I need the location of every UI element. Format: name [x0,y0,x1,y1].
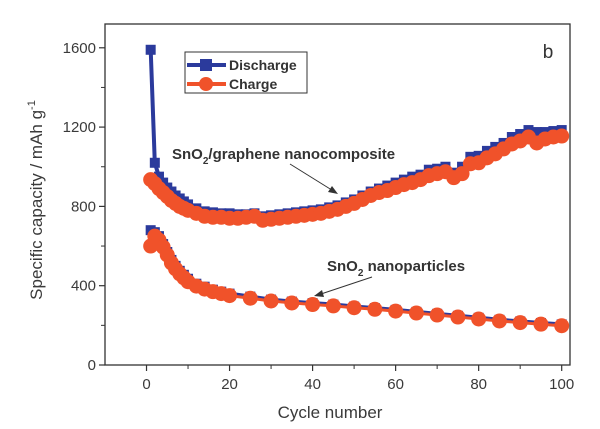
annotation-composite-arrowhead [328,186,338,194]
legend-charge-marker [199,77,213,91]
annotation-nanoparticles-arrow [317,276,373,296]
charge-point [450,309,466,325]
charge-point [429,307,445,323]
annotation-nanoparticles-text: SnO2 nanoparticles [327,258,465,279]
y-tick-label: 400 [71,278,96,295]
y-tick-label: 1600 [63,40,96,57]
annotation-nanoparticles: SnO2 nanoparticles [314,258,465,297]
x-axis: 0 20 40 60 80 100 [142,365,574,393]
charge-point [554,128,570,144]
charge-point [242,290,258,306]
legend-discharge-marker [200,59,212,71]
y-axis-title: Specific capacity / mAh g-1 [26,100,46,300]
y-axis-title-main: Specific capacity / mAh g [27,110,46,300]
x-tick-label: 80 [470,376,487,393]
charge-point [367,301,383,317]
charge-point [491,313,507,329]
annotation-composite-rest: /graphene nanocomposite [208,146,395,163]
y-axis-title-superscript: -1 [26,100,38,110]
discharge-point [531,127,542,138]
charge-point [554,318,570,334]
charge-point [533,316,549,332]
series-3 [143,228,570,334]
series-layer [143,44,570,334]
panel-label: b [543,42,554,63]
legend-charge-label: Charge [229,76,277,92]
y-axis: 0 400 800 1200 1600 [63,40,105,374]
x-tick-label: 20 [221,376,238,393]
annotation-nanoparticles-main: SnO [327,258,358,275]
x-tick-label: 60 [387,376,404,393]
annotation-composite-text: SnO2/graphene nanocomposite [172,146,395,167]
annotation-nanoparticles-arrowhead [314,290,324,297]
charge-point [325,298,341,314]
charge-point [408,305,424,321]
annotation-composite-sub: 2 [203,156,209,167]
charge-point [263,293,279,309]
series-1 [143,128,570,228]
charge-point [454,166,470,182]
annotation-composite-arrow [289,163,336,193]
discharge-point [153,171,164,182]
charge-point [471,311,487,327]
legend-discharge-label: Discharge [229,57,297,73]
annotation-composite-main: SnO [172,146,203,163]
discharge-point [149,157,160,168]
charge-point [512,315,528,331]
charge-point [346,300,362,316]
charge-point [284,295,300,311]
discharge-point [145,44,156,55]
legend: Discharge Charge [184,51,308,94]
annotation-nanoparticles-rest: nanoparticles [363,258,465,275]
charge-point [305,297,321,313]
annotation-composite: SnO2/graphene nanocomposite [172,146,395,194]
x-axis-title: Cycle number [278,403,383,422]
charge-point [388,303,404,319]
x-tick-label: 40 [304,376,321,393]
y-tick-label: 1200 [63,119,96,136]
y-axis-title-group: Specific capacity / mAh g-1 [26,100,46,300]
annotation-nanoparticles-sub: 2 [358,268,364,279]
x-tick-label: 0 [142,376,150,393]
charge-point [222,288,238,304]
y-tick-label: 0 [88,357,96,374]
y-tick-label: 800 [71,198,96,215]
x-tick-label: 100 [549,376,574,393]
